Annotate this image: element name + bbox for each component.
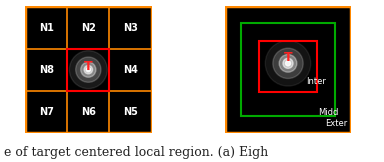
Text: e of target centered local region. (a) Eigh: e of target centered local region. (a) E… — [4, 146, 268, 159]
Circle shape — [279, 54, 297, 72]
Text: N5: N5 — [123, 107, 138, 117]
Text: N2: N2 — [81, 23, 96, 33]
Bar — [241, 23, 335, 116]
Text: T: T — [284, 51, 292, 64]
Circle shape — [70, 51, 107, 89]
Text: N1: N1 — [39, 23, 54, 33]
Circle shape — [283, 58, 293, 68]
Text: N8: N8 — [39, 65, 54, 75]
Bar — [259, 41, 317, 92]
Circle shape — [81, 62, 96, 77]
Circle shape — [84, 65, 93, 74]
Text: Exter: Exter — [325, 119, 347, 128]
Text: N7: N7 — [39, 107, 54, 117]
Circle shape — [265, 41, 311, 86]
Circle shape — [285, 61, 291, 66]
Circle shape — [76, 57, 101, 82]
Text: N4: N4 — [123, 65, 138, 75]
Bar — [67, 49, 109, 91]
Text: T: T — [84, 60, 93, 73]
Text: N6: N6 — [81, 107, 96, 117]
Text: Inter: Inter — [306, 77, 326, 86]
Text: Midd: Midd — [318, 108, 339, 117]
Circle shape — [86, 68, 90, 72]
Text: N3: N3 — [123, 23, 138, 33]
Circle shape — [273, 48, 303, 79]
